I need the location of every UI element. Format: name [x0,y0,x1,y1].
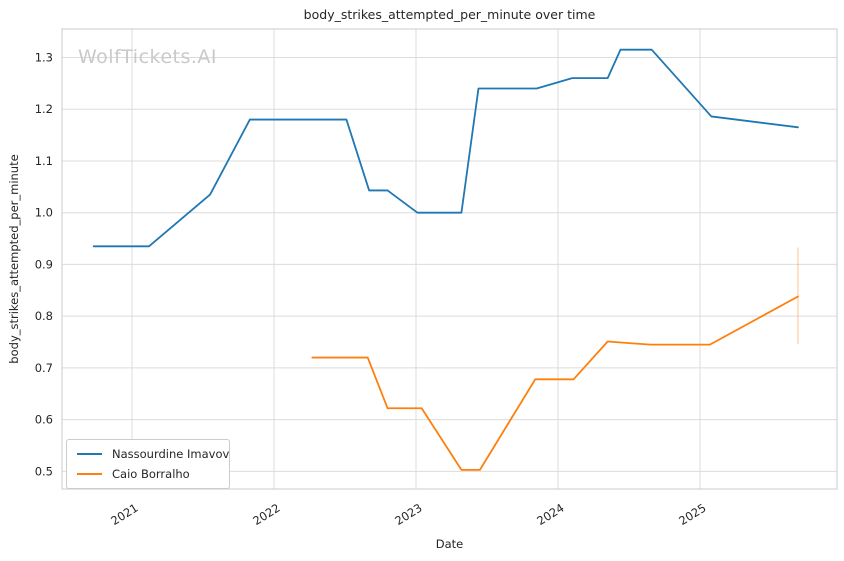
y-tick-label: 0.5 [35,464,53,478]
y-tick-label: 1.3 [35,50,53,64]
legend-item-caio-borralho: Caio Borralho [77,467,219,481]
y-axis-label: body_strikes_attempted_per_minute [7,154,21,364]
x-tick-label: 2022 [250,501,282,528]
y-tick-label: 0.7 [35,361,53,375]
x-tick-label: 2023 [392,501,424,528]
legend-label: Nassourdine Imavov [112,447,230,461]
watermark-text: WolfTickets.AI [78,46,218,68]
plot-border [61,28,838,490]
y-tick-label: 1.1 [35,154,53,168]
legend-item-nassourdine-imavov: Nassourdine Imavov [77,447,229,461]
series-line-caio-borralho [311,295,799,471]
y-tick-label: 1.0 [35,206,53,220]
legend-label: Caio Borralho [112,467,190,481]
y-tick-label: 0.6 [35,413,53,427]
x-axis-label: Date [435,537,464,551]
chart-title: body_strikes_attempted_per_minute over t… [303,7,596,22]
y-tick-label: 0.9 [35,257,53,271]
x-tick-label: 2024 [534,501,566,528]
x-tick-label: 2025 [676,501,708,528]
series-line-nassourdine-imavov [92,48,799,248]
legend-line-swatch [77,453,102,455]
x-tick-label: 2021 [108,501,140,528]
legend-line-swatch [77,473,102,475]
y-tick-label: 1.2 [35,102,53,116]
y-tick-label: 0.8 [35,309,53,323]
legend: Nassourdine Imavov Caio Borralho [66,439,230,489]
